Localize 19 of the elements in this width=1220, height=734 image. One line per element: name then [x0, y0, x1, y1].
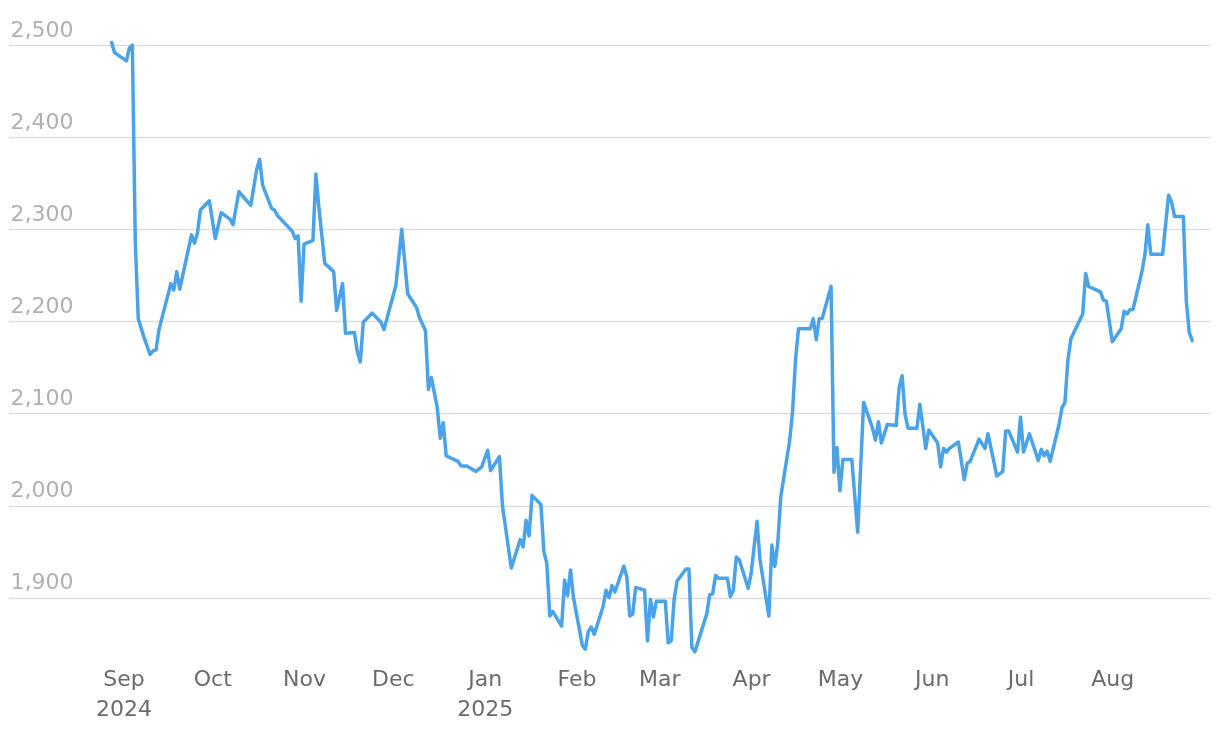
- y-tick-label: 2,100: [10, 384, 74, 410]
- x-tick-label: Jun: [913, 665, 950, 691]
- x-tick-label: Mar: [639, 665, 682, 691]
- y-tick-label: 1,900: [10, 569, 74, 595]
- y-tick-label: 2,300: [10, 200, 74, 226]
- x-tick-label: Feb: [557, 665, 597, 691]
- x-tick-label: Jul: [1005, 665, 1035, 691]
- x-tick-label: Apr: [732, 665, 772, 691]
- x-tick-label: Oct: [193, 665, 233, 691]
- x-tick-label: Jan 2025: [457, 665, 514, 721]
- y-tick-label: 2,500: [10, 16, 74, 42]
- x-tick-label: May: [817, 665, 864, 691]
- x-tick-label: Nov: [283, 665, 327, 691]
- y-tick-label: 2,200: [10, 292, 74, 318]
- x-tick-label: Aug: [1091, 665, 1135, 691]
- y-tick-label: 2,000: [10, 477, 74, 502]
- x-tick-label: Sep 2024: [95, 665, 152, 721]
- x-tick-label: Dec: [372, 665, 415, 691]
- y-tick-label: 2,400: [10, 108, 74, 134]
